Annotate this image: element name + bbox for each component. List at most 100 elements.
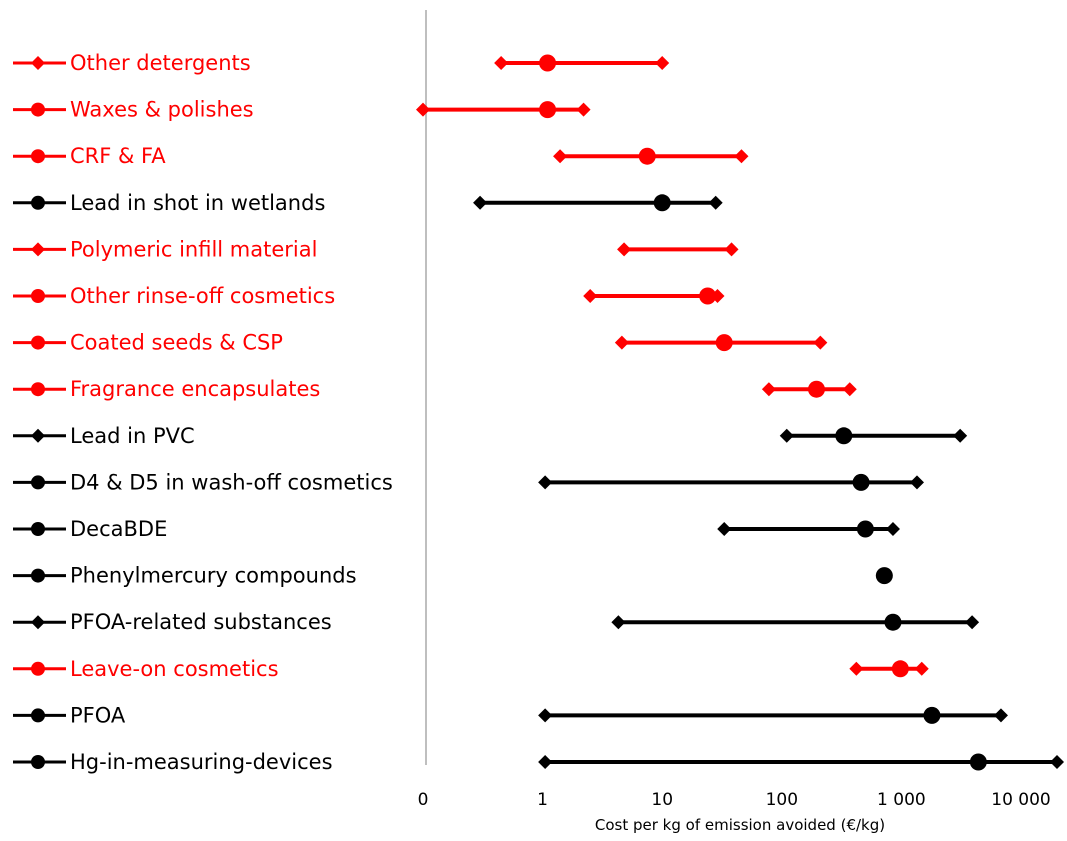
series-label: Phenylmercury compounds: [70, 564, 357, 588]
series-label: PFOA: [70, 703, 126, 727]
high-estimate-marker: [842, 382, 857, 397]
low-estimate-marker: [849, 661, 864, 676]
series-row: Lead in shot in wetlands: [13, 191, 723, 215]
high-estimate-marker: [993, 708, 1008, 723]
legend-diamond-marker: [31, 615, 45, 630]
high-estimate-marker: [655, 56, 670, 70]
series-row: Lead in PVC: [13, 424, 968, 448]
high-estimate-marker: [885, 522, 900, 536]
x-tick-label: 1: [537, 790, 548, 810]
low-estimate-marker: [538, 708, 553, 723]
x-axis-ticks: 0 1 10 100 1 000 10 000: [418, 790, 1051, 810]
legend-circle-marker: [31, 522, 45, 536]
high-estimate-marker: [953, 428, 968, 443]
central-estimate-marker: [923, 706, 941, 724]
legend-circle-marker: [31, 475, 45, 490]
x-tick-label: 10: [651, 790, 673, 810]
legend-circle-marker: [31, 661, 45, 676]
series-row: PFOA: [13, 703, 1008, 727]
x-tick-label: 10 000: [991, 790, 1050, 810]
low-estimate-marker: [473, 195, 488, 210]
series-row: Phenylmercury compounds: [13, 564, 893, 588]
low-estimate-marker: [553, 149, 568, 164]
series-row: Fragrance encapsulates: [13, 377, 857, 401]
central-estimate-marker: [638, 147, 656, 165]
central-estimate-marker: [699, 287, 717, 305]
high-estimate-marker: [576, 102, 591, 117]
series-label: Leave-on cosmetics: [70, 657, 279, 681]
low-estimate-marker: [538, 475, 553, 490]
central-estimate-marker: [856, 520, 874, 538]
low-estimate-marker: [779, 428, 794, 443]
series-label: Other rinse-off cosmetics: [70, 284, 335, 308]
series-row: DecaBDE: [13, 517, 900, 541]
high-estimate-marker: [734, 149, 749, 164]
series-row: CRF & FA: [13, 144, 749, 168]
series-row: Hg-in-measuring-devices: [13, 750, 1064, 774]
low-estimate-marker: [611, 615, 626, 630]
rows-layer: Other detergents Waxes & polishes CRF & FA…: [13, 51, 1064, 774]
legend-diamond-marker: [31, 242, 45, 257]
series-label: Hg-in-measuring-devices: [70, 750, 333, 774]
low-estimate-marker: [617, 242, 632, 257]
series-row: Coated seeds & CSP: [13, 331, 828, 355]
low-estimate-marker: [494, 56, 509, 70]
legend-circle-marker: [31, 568, 45, 583]
legend-circle-marker: [31, 195, 45, 210]
high-estimate-marker: [909, 475, 924, 490]
central-estimate-marker: [539, 101, 557, 119]
central-estimate-marker: [539, 54, 557, 72]
x-tick-label: 100: [766, 790, 798, 810]
legend-circle-marker: [31, 102, 45, 117]
low-estimate-marker: [583, 289, 598, 303]
series-label: Fragrance encapsulates: [70, 377, 320, 401]
central-estimate-marker: [807, 380, 825, 398]
series-row: Polymeric infill material: [13, 237, 739, 261]
series-label: Polymeric infill material: [70, 237, 317, 261]
series-row: D4 & D5 in wash-off cosmetics: [13, 470, 924, 494]
high-estimate-marker: [914, 661, 929, 676]
low-estimate-marker: [416, 102, 430, 117]
high-estimate-marker: [724, 242, 739, 257]
central-estimate-marker: [852, 473, 870, 491]
high-estimate-marker: [813, 335, 828, 350]
central-estimate-marker: [835, 427, 853, 445]
series-row: Other detergents: [13, 51, 670, 75]
low-estimate-marker: [761, 382, 776, 397]
central-estimate-marker: [884, 613, 902, 631]
series-row: Leave-on cosmetics: [13, 657, 929, 681]
legend-circle-marker: [31, 289, 45, 303]
series-label: PFOA-related substances: [70, 610, 332, 634]
central-estimate-marker: [715, 334, 733, 352]
central-estimate-marker: [875, 567, 893, 585]
series-label: Lead in PVC: [70, 424, 195, 448]
legend-circle-marker: [31, 382, 45, 397]
high-estimate-marker: [965, 615, 980, 630]
series-label: CRF & FA: [70, 144, 166, 168]
central-estimate-marker: [653, 194, 671, 212]
series-row: Other rinse-off cosmetics: [13, 284, 725, 308]
central-estimate-marker: [891, 660, 909, 678]
x-tick-label: 1 000: [877, 790, 926, 810]
low-estimate-marker: [614, 335, 629, 350]
legend-circle-marker: [31, 708, 45, 723]
series-label: D4 & D5 in wash-off cosmetics: [70, 470, 393, 494]
series-label: Coated seeds & CSP: [70, 331, 283, 355]
high-estimate-marker: [1050, 755, 1064, 769]
low-estimate-marker: [538, 755, 553, 769]
x-tick-label: 0: [418, 790, 429, 810]
legend-circle-marker: [31, 335, 45, 350]
series-label: Other detergents: [70, 51, 251, 75]
legend-diamond-marker: [31, 428, 45, 443]
legend-circle-marker: [31, 755, 45, 769]
legend-circle-marker: [31, 149, 45, 164]
x-axis-title: Cost per kg of emission avoided (€/kg): [595, 816, 885, 834]
series-row: Waxes & polishes: [13, 98, 591, 122]
high-estimate-marker: [708, 195, 723, 210]
series-label: Waxes & polishes: [70, 98, 254, 122]
series-label: DecaBDE: [70, 517, 167, 541]
legend-diamond-marker: [31, 56, 45, 70]
series-label: Lead in shot in wetlands: [70, 191, 325, 215]
low-estimate-marker: [717, 522, 732, 536]
